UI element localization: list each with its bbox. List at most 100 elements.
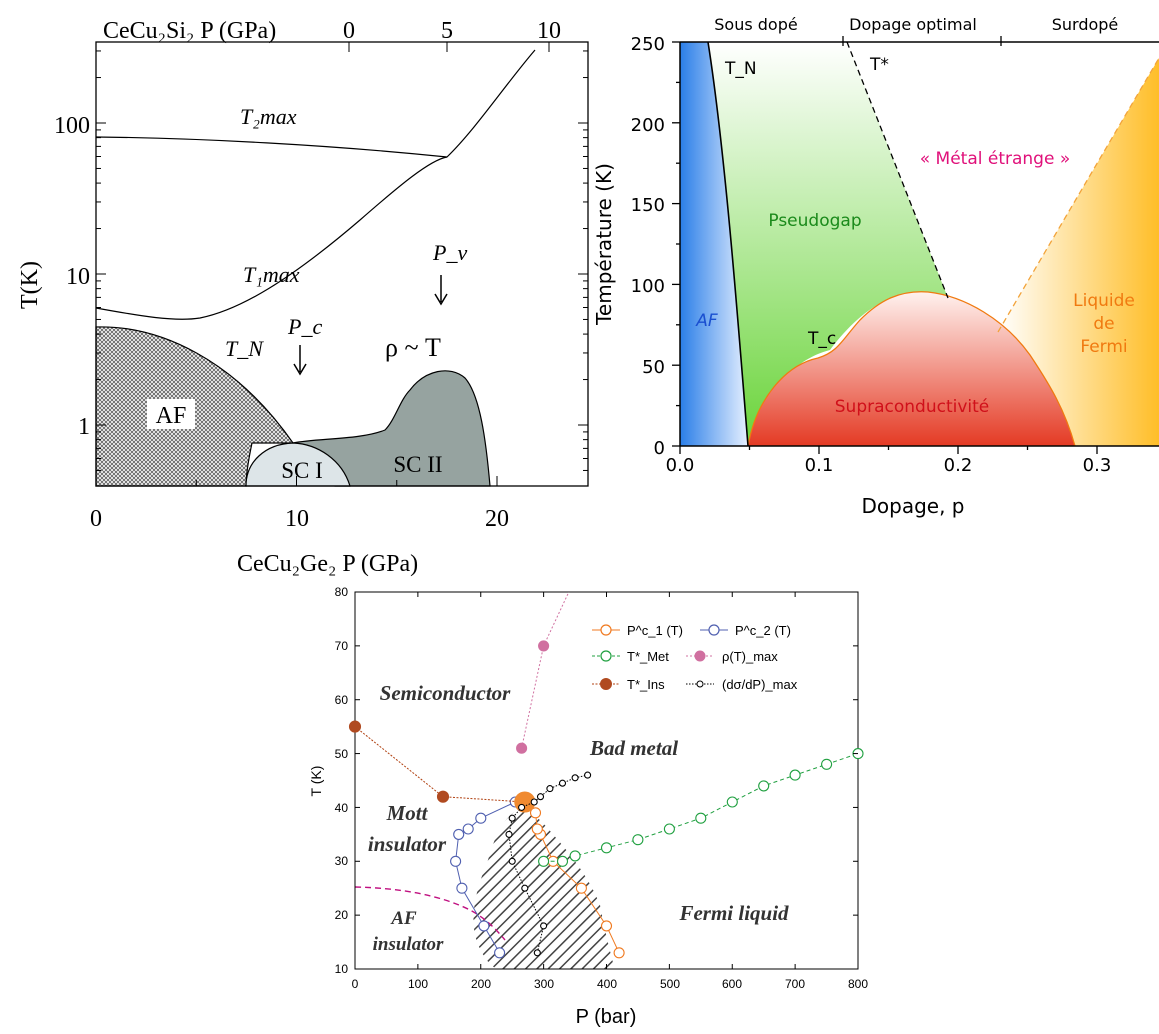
- pseudogap-region: [708, 42, 948, 446]
- panel-a: CeCu₂Si₂ P (GPa) 0 5 10 100 10 1 0 10 20…: [17, 18, 589, 577]
- point-tmet: [632, 834, 644, 846]
- b-y-tick-0: 0: [654, 438, 665, 459]
- b-x-tick-0.3: 0.3: [1083, 455, 1112, 476]
- de-label: de: [1093, 314, 1114, 334]
- point-p1: [531, 823, 543, 835]
- af-region-b: [680, 42, 748, 446]
- tn-line-b: [707, 42, 749, 446]
- legend-marker-dsdp: [696, 680, 704, 688]
- point-tmet: [538, 855, 550, 867]
- legend-p2: P^c_2 (T): [735, 623, 791, 638]
- af-insulator-af-label: AF: [390, 908, 417, 929]
- fermi-liquid-label: Fermi liquid: [678, 901, 789, 925]
- rho-label: ρ ~ T: [385, 333, 441, 362]
- pv-label: P_v: [432, 240, 467, 265]
- b-x-tick-0: 0.0: [666, 455, 695, 476]
- point-p2: [478, 920, 490, 932]
- c-y-tick-10: 10: [335, 962, 349, 976]
- mott-insulator-label: insulator: [368, 832, 447, 856]
- tc-label: T_c: [807, 329, 836, 349]
- b-y-tick-100: 100: [631, 276, 665, 297]
- legend-marker-rho: [694, 650, 706, 662]
- point-dsdp: [533, 949, 541, 957]
- point-tmet: [726, 796, 738, 808]
- panel-c: 80 70 60 50 40 30 20 10 0 100 200 300 40…: [308, 585, 868, 1028]
- point-tmet: [663, 823, 675, 835]
- tstar-label: T*: [869, 55, 889, 75]
- fl-boundary: [997, 57, 1159, 333]
- point-p1: [575, 882, 587, 894]
- legend-rho: ρ(T)_max: [722, 649, 778, 664]
- point-p2: [453, 828, 465, 840]
- point-dsdp: [505, 830, 513, 838]
- panel-b: Sous dopé Dopage optimal Surdopé 250 200…: [592, 15, 1159, 518]
- point-dsdp: [546, 785, 554, 793]
- af-label: AF: [156, 403, 187, 429]
- c-x-tick-600: 600: [722, 977, 742, 991]
- point-dsdp: [518, 803, 526, 811]
- panel-a-top-tick-0: 0: [343, 18, 355, 44]
- c-y-tick-80: 80: [335, 585, 349, 599]
- tn-label-b: T_N: [724, 59, 757, 79]
- point-tmet: [556, 855, 569, 867]
- semiconductor-label: Semiconductor: [380, 681, 512, 705]
- mott-label: Mott: [386, 801, 429, 825]
- point-dsdp: [584, 771, 592, 779]
- point-dsdp: [536, 793, 545, 801]
- point-dsdp: [558, 779, 567, 787]
- panel-a-x-tick-20: 20: [485, 506, 509, 532]
- tstar-line: [846, 42, 949, 299]
- panel-a-x-label: CeCu₂Ge₂ P (GPa): [237, 551, 418, 577]
- legend-tins: T*_Ins: [627, 677, 665, 692]
- c-x-tick-100: 100: [408, 977, 428, 991]
- point-tmet: [695, 812, 707, 824]
- point-p1: [529, 807, 542, 819]
- point-p2: [462, 823, 474, 835]
- point-rho: [516, 742, 528, 754]
- b-y-label: Température (K): [592, 163, 616, 326]
- b-x-tick-0.1: 0.1: [805, 455, 834, 476]
- liquide-label: Liquide: [1073, 291, 1135, 311]
- point-p2: [494, 947, 506, 959]
- point-dsdp: [508, 814, 516, 822]
- legend-p1: P^c_1 (T): [627, 623, 683, 638]
- panel-a-x-tick-0: 0: [90, 506, 102, 532]
- series-line-tins: [355, 726, 525, 803]
- point-tmet: [569, 850, 581, 862]
- legend-marker-p1: [600, 624, 612, 636]
- c-x-label: P (bar): [576, 1006, 637, 1028]
- b-y-tick-150: 150: [631, 195, 665, 216]
- series-line-tmet: [543, 753, 858, 862]
- c-y-tick-50: 50: [335, 747, 349, 761]
- legend-tmet: T*_Met: [627, 649, 669, 664]
- c-y-tick-40: 40: [335, 801, 349, 815]
- point-tmet: [600, 842, 613, 854]
- af-insulator-boundary: [355, 886, 506, 941]
- point-p1: [600, 920, 613, 932]
- panel-a-x-tick-10: 10: [285, 506, 309, 532]
- panel-a-y-tick-100: 100: [54, 113, 90, 139]
- series-line-rho: [521, 592, 570, 749]
- af-insulator-label: insulator: [373, 934, 444, 955]
- c-x-tick-300: 300: [534, 977, 554, 991]
- legend: P^c_1 (T) P^c_2 (T) T*_Met ρ(T)_max T*_I…: [592, 623, 798, 692]
- top-label-surdope: Surdopé: [1052, 15, 1119, 34]
- c-y-tick-60: 60: [335, 693, 349, 707]
- superconducting-hatch-region: [473, 808, 615, 969]
- panel-a-top-tick-2: 10: [537, 18, 561, 44]
- b-y-tick-200: 200: [631, 115, 665, 136]
- t2max-label: T₂max: [240, 104, 297, 129]
- sc-i-region: [245, 442, 351, 487]
- c-x-tick-0: 0: [352, 977, 359, 991]
- c-y-tick-30: 30: [335, 854, 349, 868]
- c-x-tick-200: 200: [471, 977, 491, 991]
- panel-a-y-tick-1: 1: [78, 414, 90, 440]
- sc-i-label: SC I: [281, 458, 323, 483]
- point-p2: [475, 812, 487, 824]
- legend-marker-tmet: [600, 650, 612, 662]
- panel-a-top-tick-1: 5: [441, 18, 453, 44]
- top-label-dopage-optimal: Dopage optimal: [849, 15, 977, 34]
- legend-marker-tins: [600, 678, 612, 690]
- pv-arrow: [434, 275, 448, 306]
- pc-label: P_c: [287, 314, 322, 339]
